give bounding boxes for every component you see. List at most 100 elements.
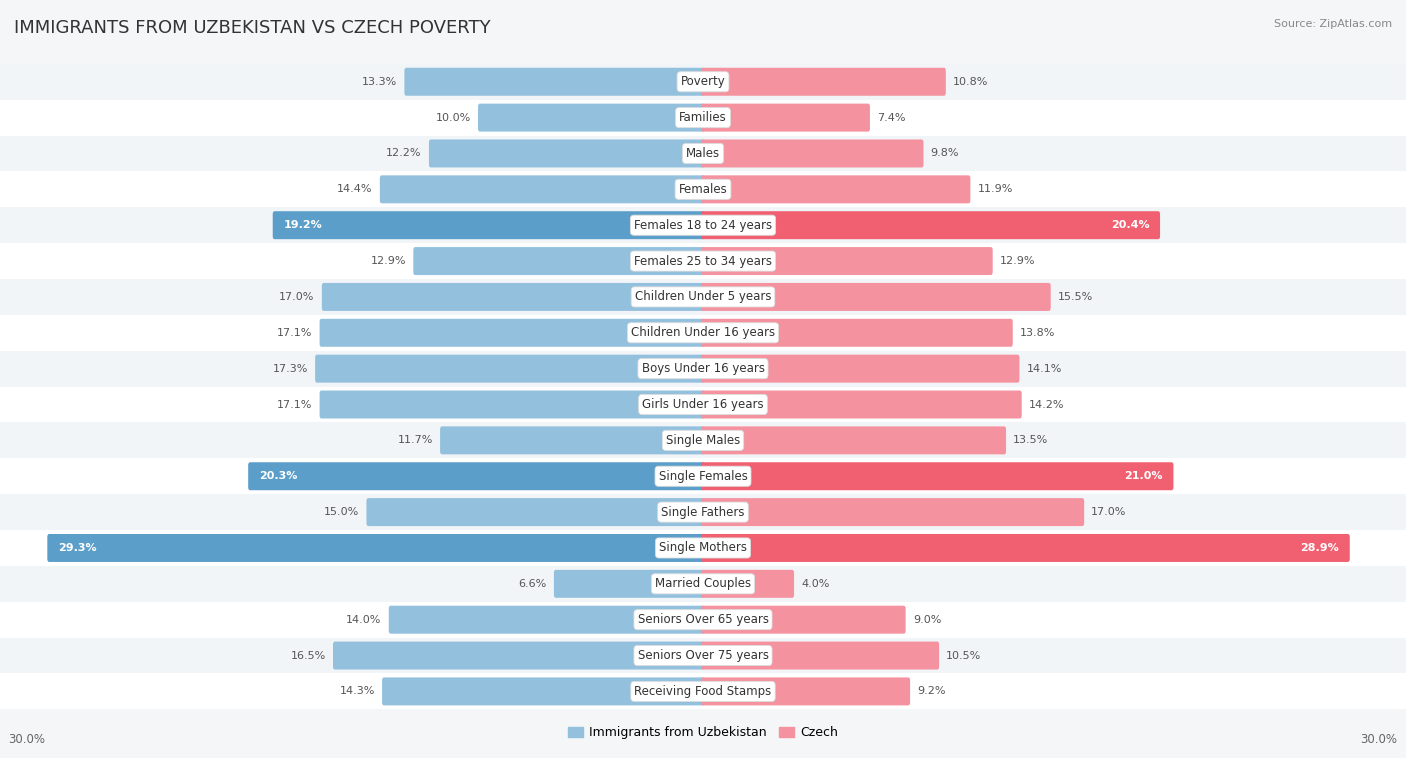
FancyBboxPatch shape [702, 606, 905, 634]
FancyBboxPatch shape [554, 570, 704, 598]
FancyBboxPatch shape [0, 64, 1406, 100]
Text: Receiving Food Stamps: Receiving Food Stamps [634, 685, 772, 698]
FancyBboxPatch shape [0, 387, 1406, 422]
FancyBboxPatch shape [702, 139, 924, 168]
Text: 13.8%: 13.8% [1019, 327, 1056, 338]
FancyBboxPatch shape [702, 355, 1019, 383]
Text: 17.0%: 17.0% [1091, 507, 1126, 517]
Text: 14.4%: 14.4% [337, 184, 373, 194]
Text: 17.0%: 17.0% [280, 292, 315, 302]
Text: 17.1%: 17.1% [277, 399, 312, 409]
Text: 10.8%: 10.8% [953, 77, 988, 86]
FancyBboxPatch shape [333, 641, 704, 669]
Text: 19.2%: 19.2% [284, 221, 322, 230]
Text: 16.5%: 16.5% [291, 650, 326, 660]
Text: Children Under 5 years: Children Under 5 years [634, 290, 772, 303]
Text: 20.4%: 20.4% [1111, 221, 1149, 230]
Text: Children Under 16 years: Children Under 16 years [631, 326, 775, 340]
Text: Females 18 to 24 years: Females 18 to 24 years [634, 219, 772, 232]
Text: Boys Under 16 years: Boys Under 16 years [641, 362, 765, 375]
Text: Males: Males [686, 147, 720, 160]
Text: Poverty: Poverty [681, 75, 725, 88]
FancyBboxPatch shape [315, 355, 704, 383]
FancyBboxPatch shape [0, 315, 1406, 351]
FancyBboxPatch shape [0, 207, 1406, 243]
FancyBboxPatch shape [0, 243, 1406, 279]
Text: 30.0%: 30.0% [1361, 732, 1398, 746]
FancyBboxPatch shape [0, 637, 1406, 673]
Text: Females 25 to 34 years: Females 25 to 34 years [634, 255, 772, 268]
FancyBboxPatch shape [48, 534, 704, 562]
Text: Single Males: Single Males [666, 434, 740, 447]
FancyBboxPatch shape [0, 673, 1406, 709]
FancyBboxPatch shape [702, 462, 1174, 490]
Text: 10.5%: 10.5% [946, 650, 981, 660]
Text: 12.9%: 12.9% [371, 256, 406, 266]
Text: Source: ZipAtlas.com: Source: ZipAtlas.com [1274, 19, 1392, 29]
FancyBboxPatch shape [429, 139, 704, 168]
Text: 12.9%: 12.9% [1000, 256, 1035, 266]
FancyBboxPatch shape [405, 67, 704, 96]
FancyBboxPatch shape [702, 104, 870, 132]
Text: Girls Under 16 years: Girls Under 16 years [643, 398, 763, 411]
FancyBboxPatch shape [702, 175, 970, 203]
FancyBboxPatch shape [382, 678, 704, 706]
FancyBboxPatch shape [440, 427, 704, 454]
Text: 14.0%: 14.0% [346, 615, 381, 625]
FancyBboxPatch shape [702, 678, 910, 706]
FancyBboxPatch shape [702, 211, 1160, 240]
FancyBboxPatch shape [0, 351, 1406, 387]
FancyBboxPatch shape [702, 641, 939, 669]
Text: 13.5%: 13.5% [1014, 435, 1049, 446]
FancyBboxPatch shape [380, 175, 704, 203]
Text: 4.0%: 4.0% [801, 579, 830, 589]
Text: 11.9%: 11.9% [977, 184, 1012, 194]
FancyBboxPatch shape [389, 606, 704, 634]
FancyBboxPatch shape [0, 494, 1406, 530]
Text: 9.0%: 9.0% [912, 615, 941, 625]
FancyBboxPatch shape [0, 422, 1406, 459]
Text: 6.6%: 6.6% [519, 579, 547, 589]
Text: 15.0%: 15.0% [323, 507, 360, 517]
Text: 14.1%: 14.1% [1026, 364, 1062, 374]
Text: 9.8%: 9.8% [931, 149, 959, 158]
Text: Seniors Over 65 years: Seniors Over 65 years [637, 613, 769, 626]
Text: IMMIGRANTS FROM UZBEKISTAN VS CZECH POVERTY: IMMIGRANTS FROM UZBEKISTAN VS CZECH POVE… [14, 19, 491, 37]
FancyBboxPatch shape [0, 100, 1406, 136]
Text: 14.2%: 14.2% [1029, 399, 1064, 409]
FancyBboxPatch shape [322, 283, 704, 311]
FancyBboxPatch shape [0, 136, 1406, 171]
FancyBboxPatch shape [702, 390, 1022, 418]
Text: Single Females: Single Females [658, 470, 748, 483]
Text: 12.2%: 12.2% [387, 149, 422, 158]
Text: 20.3%: 20.3% [259, 471, 297, 481]
FancyBboxPatch shape [0, 279, 1406, 315]
FancyBboxPatch shape [249, 462, 704, 490]
Text: 21.0%: 21.0% [1125, 471, 1163, 481]
Text: 10.0%: 10.0% [436, 113, 471, 123]
Text: 15.5%: 15.5% [1057, 292, 1092, 302]
FancyBboxPatch shape [702, 283, 1050, 311]
FancyBboxPatch shape [319, 319, 704, 346]
Legend: Immigrants from Uzbekistan, Czech: Immigrants from Uzbekistan, Czech [562, 721, 844, 744]
FancyBboxPatch shape [0, 566, 1406, 602]
FancyBboxPatch shape [413, 247, 704, 275]
Text: Married Couples: Married Couples [655, 578, 751, 590]
FancyBboxPatch shape [702, 319, 1012, 346]
Text: 14.3%: 14.3% [340, 687, 375, 697]
FancyBboxPatch shape [0, 602, 1406, 637]
FancyBboxPatch shape [0, 171, 1406, 207]
Text: 29.3%: 29.3% [58, 543, 97, 553]
Text: 7.4%: 7.4% [877, 113, 905, 123]
FancyBboxPatch shape [702, 427, 1007, 454]
Text: 17.3%: 17.3% [273, 364, 308, 374]
FancyBboxPatch shape [702, 570, 794, 598]
Text: Females: Females [679, 183, 727, 196]
Text: Families: Families [679, 111, 727, 124]
FancyBboxPatch shape [702, 247, 993, 275]
Text: 9.2%: 9.2% [917, 687, 946, 697]
Text: Single Fathers: Single Fathers [661, 506, 745, 518]
Text: 28.9%: 28.9% [1301, 543, 1339, 553]
Text: 11.7%: 11.7% [398, 435, 433, 446]
FancyBboxPatch shape [0, 530, 1406, 566]
